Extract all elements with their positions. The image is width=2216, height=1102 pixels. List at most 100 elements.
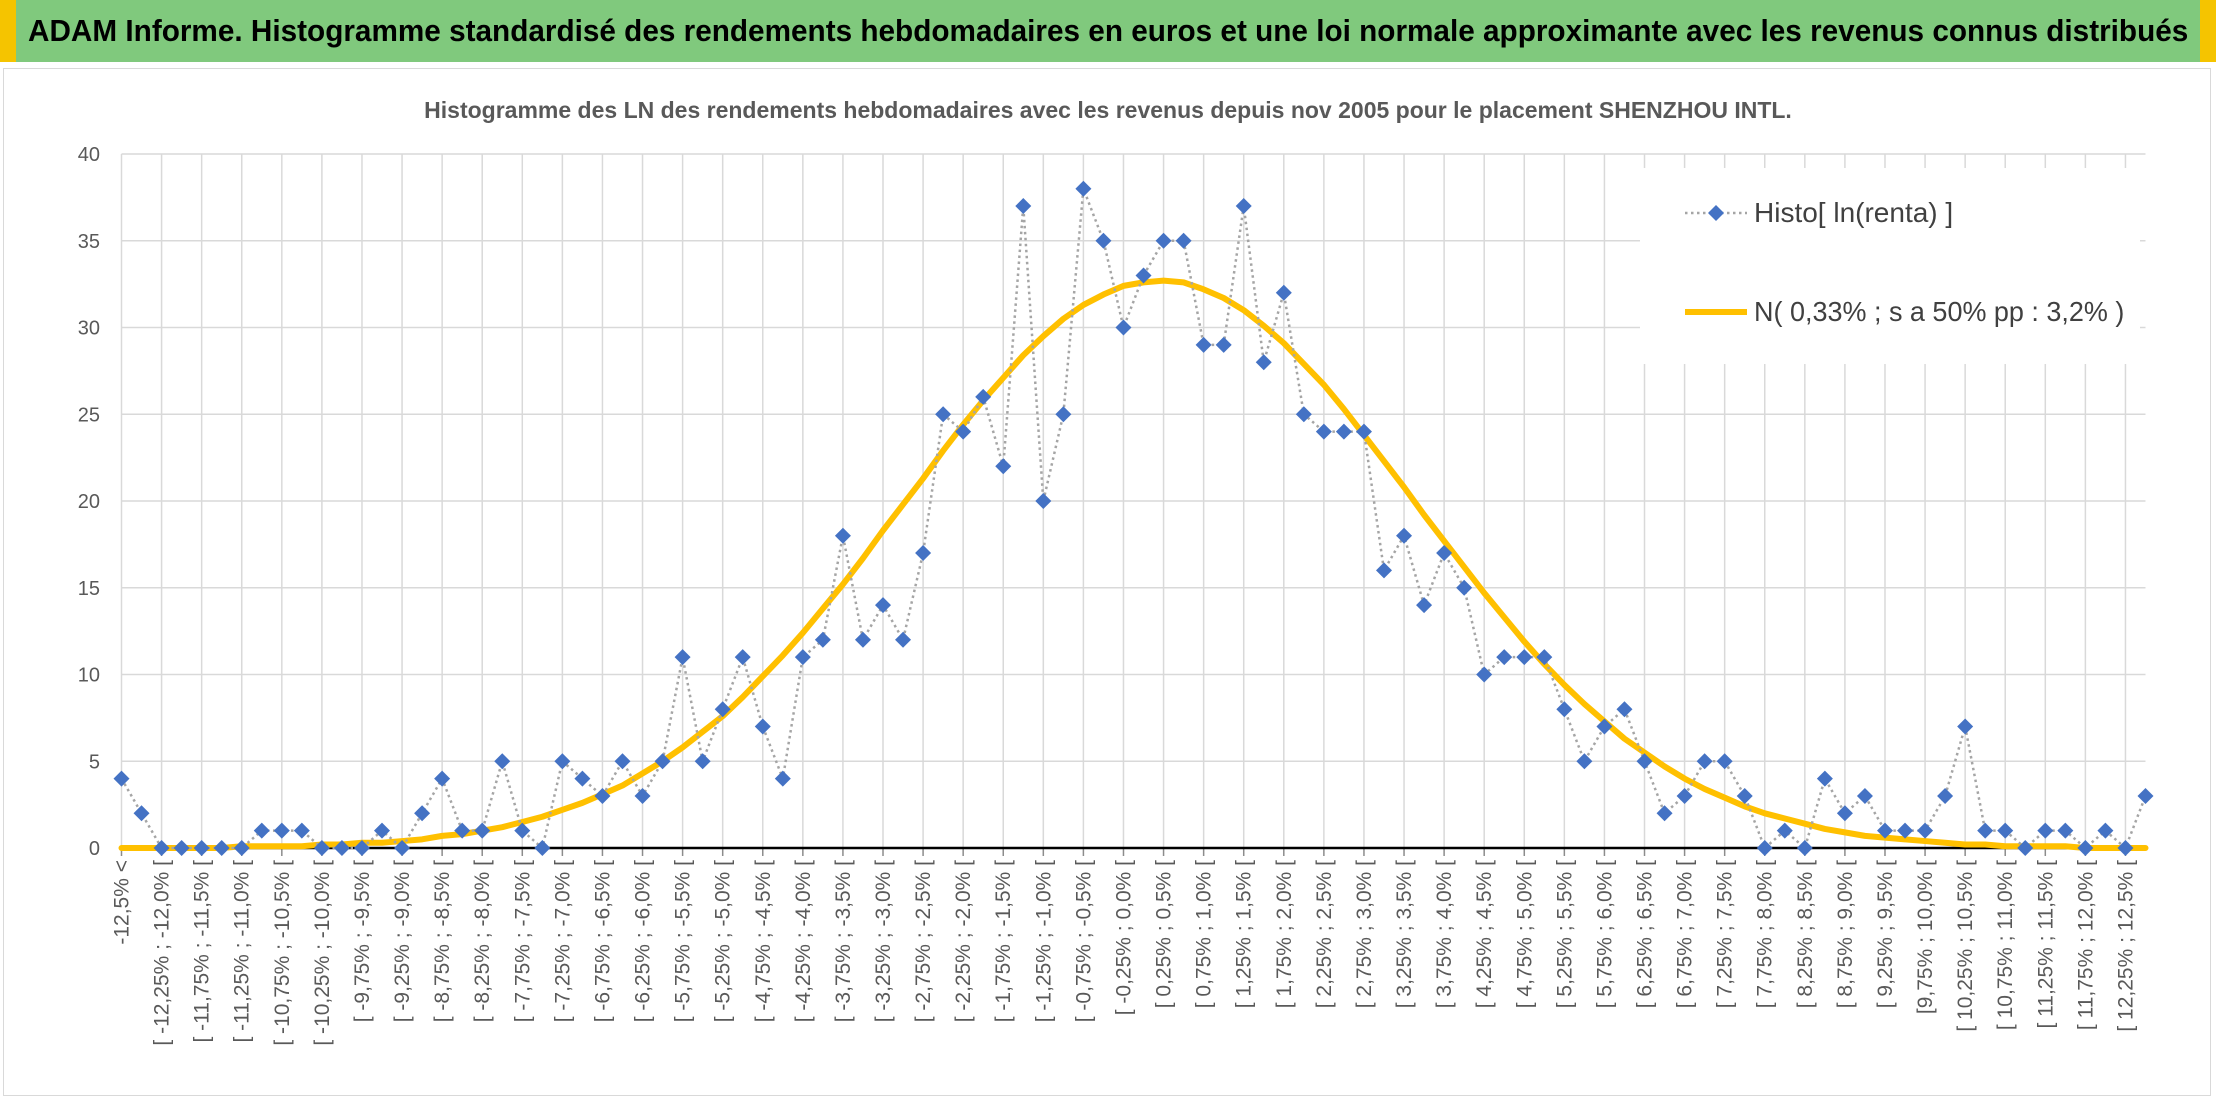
histo-point	[253, 822, 270, 839]
x-tick-label: [ -4,75% ; -4,5% [	[752, 860, 775, 1022]
x-tick-label: [ -11,25% ; -11,0% [	[231, 860, 254, 1043]
report-banner: ADAM Informe. Histogramme standardisé de…	[0, 0, 2216, 62]
histo-point	[674, 649, 691, 666]
legend-label-box-histo: Histo[ ln(renta) ]	[1754, 191, 2124, 235]
x-tick-label: [ -12,25% ; -12,0% [	[151, 860, 174, 1046]
chart-title: Histogramme des LN des rendements hebdom…	[424, 97, 1792, 123]
histo-point	[474, 822, 491, 839]
histo-point	[1255, 354, 1272, 371]
series-histo-points	[113, 180, 2154, 856]
x-tick-label: [ -0,25% ; 0,0% [	[1112, 860, 1135, 1015]
histo-point	[995, 458, 1012, 475]
histo-point	[1115, 319, 1132, 336]
x-tick-label: -12,5% <	[111, 860, 134, 945]
x-tick-label: [ -4,25% ; -4,0% [	[792, 860, 815, 1022]
x-tick-label: [ -3,75% ; -3,5% [	[832, 860, 855, 1022]
x-tick-label: [ 9,25% ; 9,5% [	[1874, 860, 1897, 1008]
histo-point	[1876, 822, 1893, 839]
legend-swatch-histo	[1685, 205, 1747, 221]
x-tick-label: [ 4,75% ; 5,0% [	[1513, 860, 1536, 1008]
histo-point	[2077, 840, 2094, 856]
x-tick-label: [ -8,25% ; -8,0% [	[471, 860, 494, 1022]
x-tick-label: [ -11,75% ; -11,5% [	[191, 860, 214, 1043]
histo-point	[1716, 753, 1733, 770]
histo-point	[2037, 822, 2054, 839]
histo-point	[794, 649, 811, 666]
histo-point	[293, 822, 310, 839]
histo-point	[915, 545, 932, 562]
histo-point	[1656, 805, 1673, 822]
x-tick-label: [ 6,25% ; 6,5% [	[1634, 860, 1657, 1008]
x-tick-label: [ 11,75% ; 12,0% [	[2074, 860, 2097, 1030]
banner-corner-right	[2200, 0, 2216, 62]
histo-point	[774, 770, 791, 787]
y-tick-label: 35	[78, 231, 100, 253]
y-tick-label: 15	[78, 578, 100, 600]
histo-point	[273, 822, 290, 839]
x-tick-label: [ 8,75% ; 9,0% [	[1834, 860, 1857, 1008]
x-tick-label: [ -3,25% ; -3,0% [	[872, 860, 895, 1022]
histo-point	[1977, 822, 1994, 839]
histo-point	[895, 631, 912, 648]
histo-point	[935, 406, 952, 423]
y-tick-label: 25	[78, 404, 100, 426]
chart-legend: Histo[ ln(renta) ] N( 0,33% ; s a 50% pp…	[1640, 168, 2140, 364]
y-tick-label: 20	[78, 491, 100, 513]
histo-point	[1476, 666, 1493, 683]
histo-point	[1496, 649, 1513, 666]
histo-point	[594, 787, 611, 804]
histo-point	[694, 753, 711, 770]
series-normal-line	[118, 277, 2149, 851]
histo-point	[1175, 232, 1192, 249]
histo-point	[2117, 840, 2134, 856]
histo-point	[213, 840, 230, 856]
histo-point	[1035, 493, 1052, 509]
histo-point	[173, 840, 190, 856]
histo-point	[1436, 545, 1453, 562]
histo-point	[634, 787, 651, 804]
x-tick-label: [ 1,75% ; 2,0% [	[1273, 860, 1296, 1008]
histo-point	[2017, 840, 2034, 856]
histo-point	[554, 753, 571, 770]
histo-point	[434, 770, 451, 787]
histo-point	[1836, 805, 1853, 822]
histo-point	[574, 770, 591, 787]
histo-point	[374, 822, 391, 839]
y-tick-label: 30	[78, 318, 100, 340]
histo-point	[2057, 822, 2074, 839]
histo-point	[1355, 423, 1372, 440]
histo-point	[1536, 649, 1553, 666]
histo-point	[1335, 423, 1352, 440]
x-tick-label: [ -0,75% ; -0,5% [	[1072, 860, 1095, 1022]
histo-point	[1856, 787, 1873, 804]
histo-point	[1957, 718, 1974, 735]
histo-point	[1556, 701, 1573, 718]
histo-point	[1616, 701, 1633, 718]
histo-point	[153, 840, 170, 856]
x-tick-label: [ -10,25% ; -10,0% [	[311, 860, 334, 1046]
histo-point	[1295, 406, 1312, 423]
x-tick-label: [ -2,25% ; -2,0% [	[952, 860, 975, 1022]
histo-point	[494, 753, 511, 770]
x-tick-label: [ -7,25% ; -7,0% [	[551, 860, 574, 1022]
histo-point	[2137, 787, 2154, 804]
histo-point	[814, 631, 831, 648]
histo-point	[714, 701, 731, 718]
histo-point	[414, 805, 431, 822]
histo-point	[875, 597, 892, 614]
tick-labels: 0 5 10 15 20 25 30 35 40 -12,5% < [ -12,25% ; -12,…	[78, 144, 2138, 1046]
histo-point	[133, 805, 150, 822]
y-tick-label: 5	[89, 751, 100, 773]
histo-point	[1095, 232, 1112, 249]
legend-label-normal: N( 0,33% ; s a 50% pp : 3,2% )	[1754, 296, 2124, 327]
histo-point	[955, 423, 972, 440]
x-tick-label: [ 3,75% ; 4,0% [	[1433, 860, 1456, 1008]
legend-item-histo: Histo[ ln(renta) ]	[1640, 191, 2140, 235]
x-tick-label: [ -1,25% ; -1,0% [	[1032, 860, 1055, 1022]
x-tick-label: [ -2,75% ; -2,5% [	[912, 860, 935, 1022]
histo-point	[454, 822, 471, 839]
x-tick-label: [ 5,75% ; 6,0% [	[1593, 860, 1616, 1008]
histo-point	[1155, 232, 1172, 249]
x-tick-label: [ -7,75% ; -7,5% [	[511, 860, 534, 1022]
